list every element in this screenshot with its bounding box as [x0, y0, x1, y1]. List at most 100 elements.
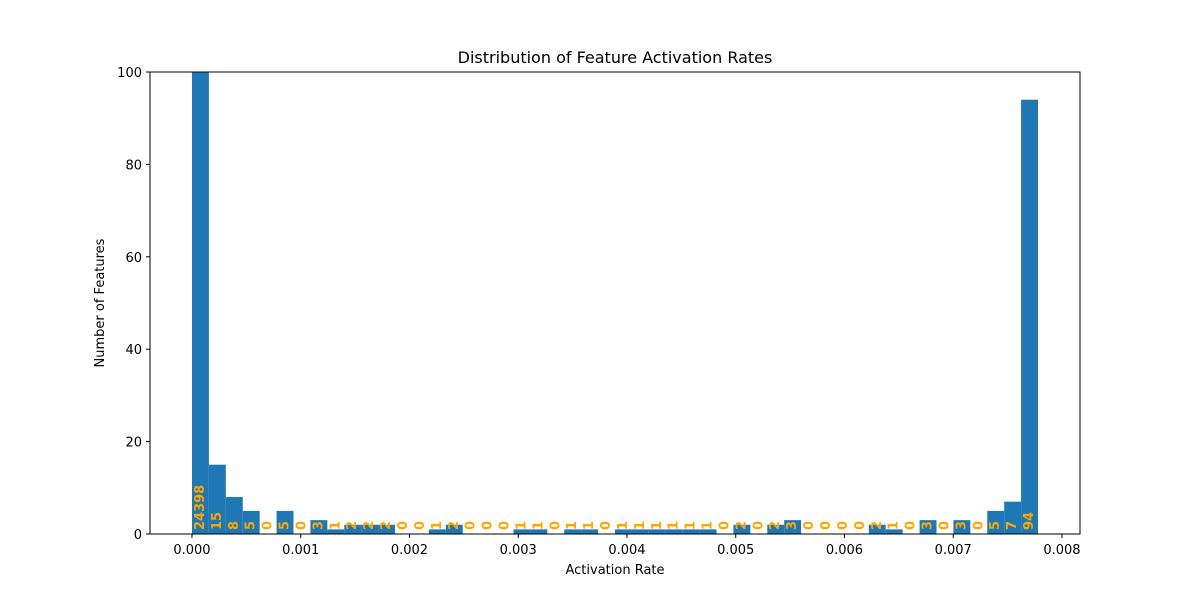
data-label: 24398	[193, 485, 208, 530]
bar	[242, 510, 260, 534]
bar	[225, 497, 243, 534]
bar	[953, 520, 971, 534]
data-label: 0	[548, 521, 563, 530]
data-label: 2	[768, 521, 783, 530]
data-label: 2	[345, 521, 360, 530]
y-tick-label: 20	[125, 436, 142, 451]
data-label: 1	[582, 521, 597, 530]
data-label: 2	[362, 521, 377, 530]
axes-frame	[149, 71, 1081, 535]
x-tick-label: 0.007	[935, 543, 972, 558]
bar	[615, 529, 632, 534]
bar	[648, 529, 666, 534]
y-tick-label: 100	[117, 66, 142, 81]
data-label: 8	[227, 521, 242, 530]
bar	[699, 529, 717, 534]
bar	[445, 524, 463, 534]
bar	[665, 529, 683, 534]
data-label: 0	[971, 521, 986, 530]
data-label: 0	[751, 521, 766, 530]
y-axis-label: Number of Features	[93, 238, 108, 367]
data-label: 0	[481, 521, 496, 530]
x-tick-label: 0.005	[717, 543, 754, 558]
bar	[327, 529, 345, 534]
data-label: 3	[785, 521, 800, 530]
data-label: 0	[819, 521, 834, 530]
x-tick-label: 0.001	[282, 543, 319, 558]
data-label: 2	[734, 521, 749, 530]
data-label: 0	[836, 521, 851, 530]
x-tick-label: 0.002	[391, 543, 428, 558]
data-label: 2	[447, 521, 462, 530]
bar	[208, 464, 226, 534]
data-label: 0	[853, 521, 868, 530]
bar	[513, 529, 531, 534]
data-label: 1	[887, 521, 902, 530]
data-label: 1	[701, 521, 716, 530]
data-label: 0	[802, 521, 817, 530]
data-label: 0	[413, 521, 428, 530]
data-label: 5	[244, 521, 259, 530]
bar	[530, 529, 548, 534]
data-label: 1	[514, 521, 529, 530]
data-label: 0	[904, 521, 919, 530]
data-label: 1	[667, 521, 682, 530]
data-label: 1	[650, 521, 665, 530]
x-tick-label: 0.004	[608, 543, 645, 558]
data-label: 0	[498, 521, 513, 530]
bar	[631, 529, 649, 534]
data-label: 0	[261, 521, 276, 530]
y-tick-label: 40	[125, 343, 142, 358]
data-label: 2	[379, 521, 394, 530]
data-label: 1	[616, 521, 631, 530]
data-label: 1	[430, 521, 445, 530]
bar	[784, 520, 802, 534]
bar	[581, 529, 599, 534]
data-label: 0	[464, 521, 479, 530]
data-label: 3	[311, 521, 326, 530]
bar	[767, 524, 785, 534]
data-label: 7	[1005, 521, 1020, 530]
data-label: 0	[937, 521, 952, 530]
x-tick-label: 0.006	[826, 543, 863, 558]
bar	[682, 529, 700, 534]
data-label: 5	[988, 521, 1003, 530]
data-label: 1	[328, 521, 343, 530]
y-tick-label: 80	[125, 158, 142, 173]
bar	[868, 524, 886, 534]
y-tick-label: 60	[125, 251, 142, 266]
bar	[1021, 99, 1039, 534]
bar	[378, 524, 396, 534]
bar	[987, 510, 1005, 534]
data-label: 0	[294, 521, 309, 530]
bar	[191, 72, 209, 534]
data-label: 15	[210, 512, 225, 530]
data-label: 0	[599, 521, 614, 530]
bar	[919, 520, 937, 534]
data-label: 1	[633, 521, 648, 530]
bar	[885, 529, 903, 534]
y-tick-label: 0	[134, 528, 142, 543]
bar	[564, 529, 582, 534]
bar	[276, 510, 294, 534]
data-label: 3	[954, 521, 969, 530]
data-label: 5	[278, 521, 293, 530]
data-label: 94	[1022, 512, 1037, 530]
data-label: 1	[565, 521, 580, 530]
chart-title: Distribution of Feature Activation Rates	[458, 48, 773, 67]
x-tick-label: 0.003	[500, 543, 537, 558]
bar	[428, 529, 446, 534]
data-label: 0	[396, 521, 411, 530]
bar	[733, 524, 751, 534]
data-label: 1	[684, 521, 699, 530]
x-axis-label: Activation Rate	[565, 563, 664, 578]
data-label: 2	[870, 521, 885, 530]
data-label: 1	[531, 521, 546, 530]
x-tick-label: 0.008	[1043, 543, 1080, 558]
bar	[361, 524, 379, 534]
plot-area	[191, 72, 1039, 534]
data-label: 0	[717, 521, 732, 530]
x-tick-label: 0.000	[173, 543, 210, 558]
data-label: 3	[921, 521, 936, 530]
